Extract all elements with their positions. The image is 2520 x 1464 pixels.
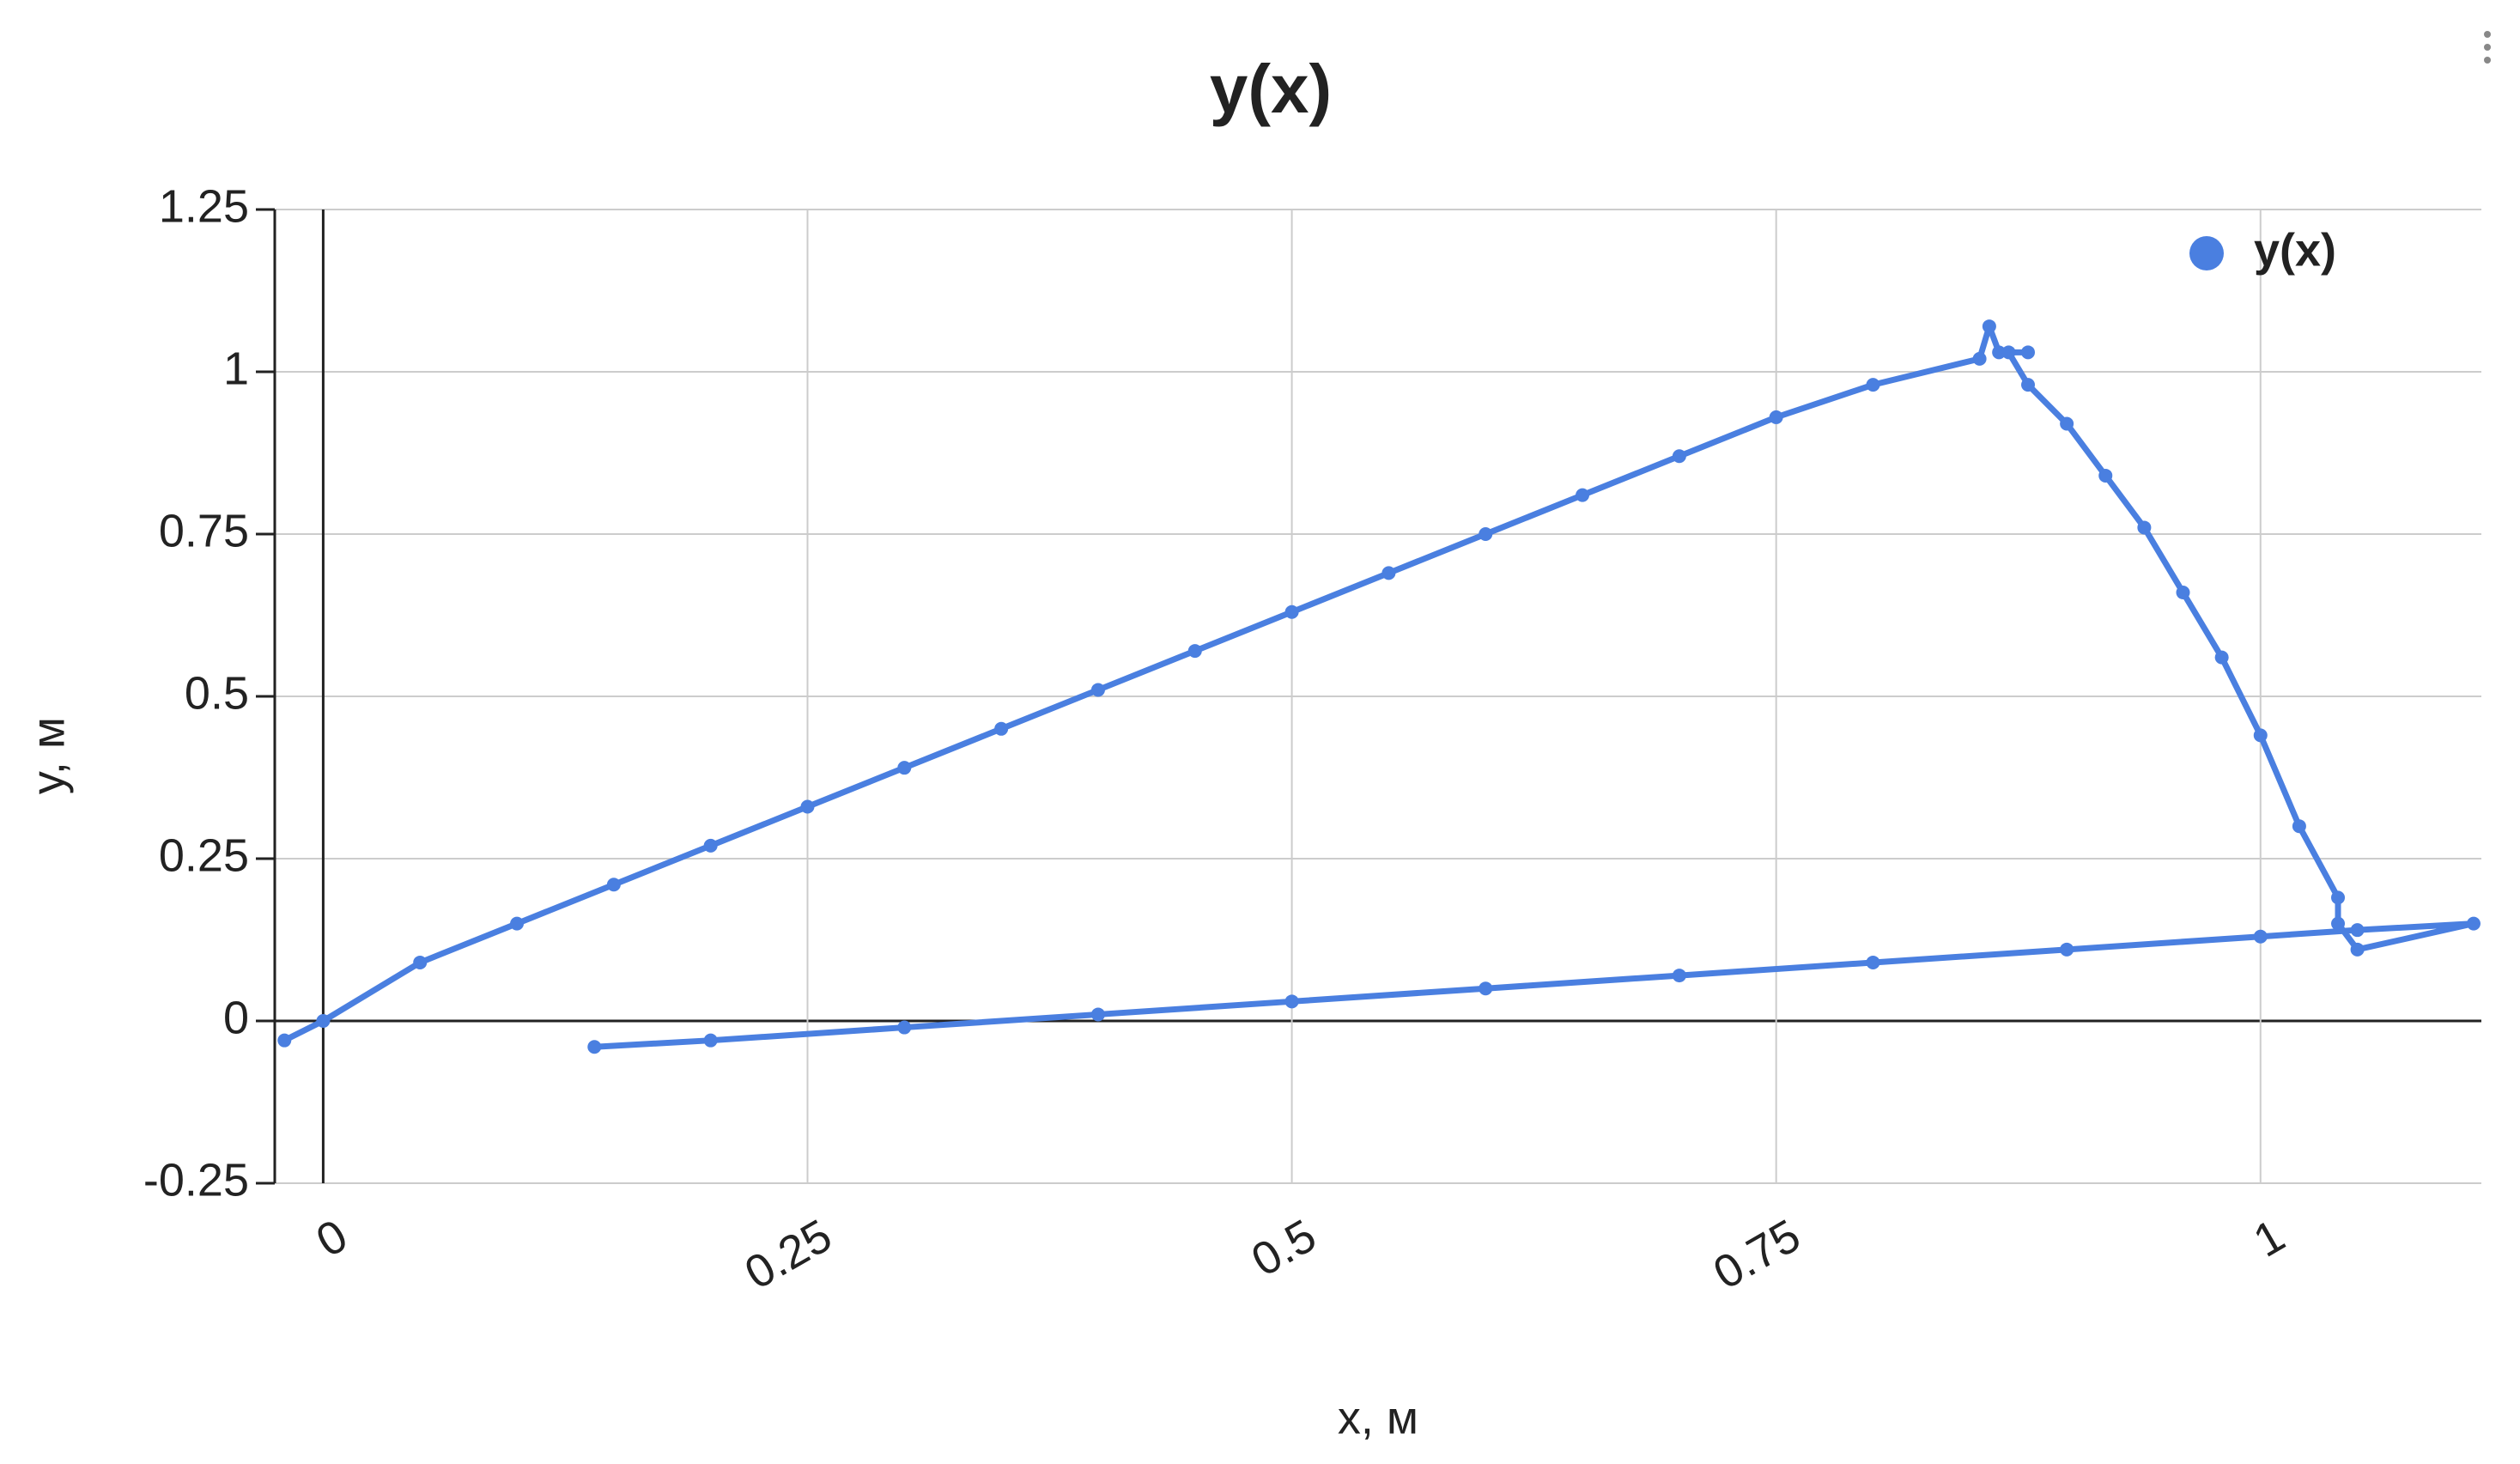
data-point — [2176, 586, 2190, 600]
y-tick-label: 0 — [223, 992, 249, 1043]
data-point — [587, 1040, 602, 1054]
data-point — [1381, 566, 1396, 580]
x-axis-label: x, м — [1338, 1392, 1418, 1443]
chart-title: y(x) — [1210, 51, 1332, 127]
data-point — [2098, 468, 2113, 483]
data-point — [2253, 728, 2268, 743]
data-point — [2331, 916, 2346, 931]
data-point — [2137, 520, 2152, 535]
data-point — [703, 1033, 718, 1048]
data-point — [2292, 819, 2306, 834]
data-point — [897, 1020, 912, 1035]
data-point — [1284, 604, 1299, 619]
x-tick-label: 0.25 — [737, 1210, 841, 1300]
data-point — [277, 1033, 292, 1048]
x-tick-label: 0 — [308, 1210, 356, 1267]
data-point — [1479, 527, 1493, 541]
data-point — [800, 799, 815, 814]
legend-label: y(x) — [2254, 224, 2336, 276]
y-tick-label: 0.25 — [159, 829, 249, 881]
data-point — [2214, 650, 2229, 665]
data-point — [2021, 345, 2036, 360]
data-point — [2466, 916, 2481, 931]
x-tick-label: 0.75 — [1705, 1210, 1809, 1300]
data-point — [1992, 345, 2007, 360]
data-point — [2021, 378, 2036, 392]
data-point — [994, 721, 1009, 736]
y-tick-label: 1 — [223, 343, 249, 394]
y-axis-label: y, м — [22, 717, 74, 794]
data-point — [1972, 351, 1987, 366]
data-point — [1672, 969, 1686, 983]
legend-marker — [2189, 236, 2224, 270]
data-point — [2331, 890, 2346, 905]
y-tick-label: 0.5 — [185, 667, 249, 719]
data-point — [1769, 410, 1783, 424]
data-point — [1866, 955, 1880, 969]
y-tick-label: 1.25 — [159, 180, 249, 232]
data-point — [2060, 942, 2074, 957]
data-line — [282, 323, 2477, 1050]
y-tick-label: 0.75 — [159, 505, 249, 556]
data-point — [2253, 929, 2268, 944]
more-menu[interactable] — [2484, 31, 2491, 64]
data-point — [316, 1014, 331, 1028]
data-point — [2060, 416, 2074, 431]
data-point — [897, 761, 912, 775]
data-point — [1187, 644, 1202, 659]
data-point — [1090, 1007, 1105, 1022]
data-point — [703, 838, 718, 853]
data-point — [1866, 378, 1880, 392]
legend-item: y(x) — [2189, 224, 2336, 276]
data-point — [1982, 319, 1996, 334]
x-tick-label: 1 — [2245, 1210, 2293, 1267]
data-point — [2001, 345, 2016, 360]
data-point — [1090, 683, 1105, 697]
data-point — [2350, 942, 2365, 957]
x-tick-label: 0.5 — [1243, 1210, 1325, 1287]
data-point — [510, 916, 525, 931]
data-point — [413, 955, 428, 969]
data-point — [1284, 994, 1299, 1009]
y-tick-label: -0.25 — [143, 1154, 249, 1206]
data-point — [1672, 449, 1686, 464]
data-point — [1576, 488, 1590, 502]
data-point — [2350, 923, 2365, 938]
data-point — [1479, 981, 1493, 996]
data-point — [606, 878, 621, 892]
